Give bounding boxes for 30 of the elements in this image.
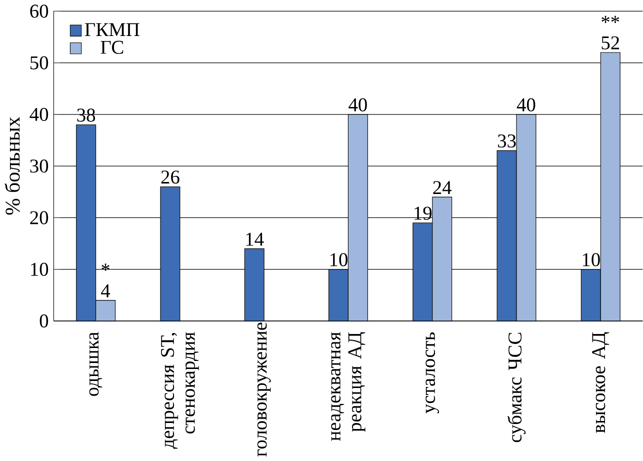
data-label: 10: [330, 252, 348, 266]
y-tick-label: 40: [30, 108, 48, 121]
data-label: 19: [414, 206, 432, 220]
y-tick-label: 10: [31, 262, 48, 276]
data-label: 24: [433, 180, 452, 194]
data-label: 4: [101, 284, 110, 298]
y-axis-title: % больных: [4, 116, 20, 215]
data-label: 40: [516, 98, 536, 112]
data-label: 14: [246, 232, 264, 246]
x-tick-label: головокружение: [257, 322, 271, 456]
x-tick-label: депрессия ST, стенокардия: [161, 332, 199, 449]
x-tick-label: высокое АД: [592, 332, 610, 433]
x-tick-label: одышка: [89, 332, 102, 396]
x-tick-label: неадекватная реакция АД: [331, 332, 366, 441]
y-tick-label: 20: [30, 210, 48, 224]
data-label: 40: [348, 98, 367, 112]
x-tick-label: усталость: [426, 332, 440, 414]
legend-label: ГКМП: [84, 22, 140, 36]
data-label: 26: [161, 170, 180, 184]
x-tick-label: субмакс ЧСС: [507, 332, 526, 442]
y-tick-label: 0: [40, 314, 48, 328]
data-label: 52: [602, 36, 620, 50]
y-tick-label: 30: [30, 159, 48, 172]
annotation: *: [102, 263, 110, 271]
legend-label: ГС: [100, 40, 124, 54]
data-label: 33: [498, 134, 516, 148]
annotation: **: [602, 16, 620, 23]
y-tick-label: 60: [30, 4, 48, 18]
data-label: 10: [582, 252, 600, 266]
y-tick-label: 50: [30, 56, 48, 70]
